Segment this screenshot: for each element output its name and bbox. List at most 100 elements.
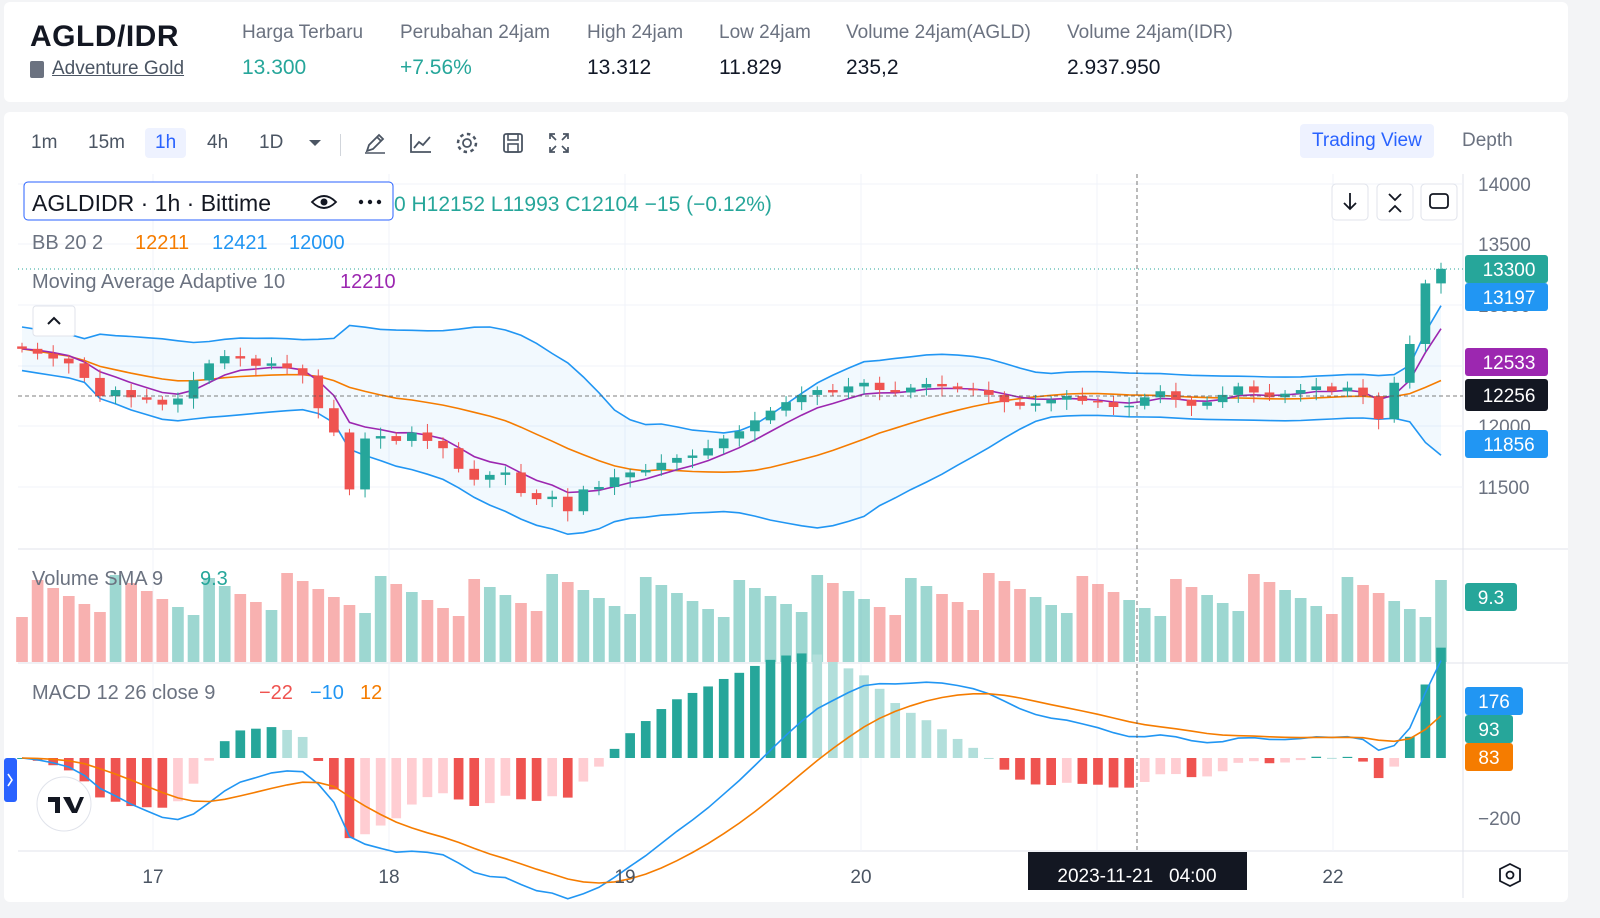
chevron-down-icon[interactable] xyxy=(300,128,330,158)
macd-histogram-bar xyxy=(438,758,448,794)
candle xyxy=(469,460,480,486)
volume-bar xyxy=(1154,616,1167,662)
macd-histogram-bar xyxy=(672,699,682,758)
candle xyxy=(609,468,620,495)
volume-bar xyxy=(109,575,122,662)
candle xyxy=(983,381,994,403)
more-icon[interactable] xyxy=(358,199,382,205)
candle xyxy=(750,411,760,442)
volume-bar xyxy=(1185,587,1198,662)
candle-body xyxy=(781,402,791,411)
candle-body xyxy=(1015,402,1025,406)
stat-value: 235,2 xyxy=(846,56,899,79)
price-badge-maa: 12533 xyxy=(1465,348,1548,376)
chart-settings-icon[interactable] xyxy=(1499,862,1521,888)
volume-bar xyxy=(749,588,761,662)
macd-histogram-bar xyxy=(859,675,869,758)
macd-histogram-bar xyxy=(983,757,994,759)
candle xyxy=(1436,262,1446,294)
volume-bar xyxy=(483,587,496,662)
macd-histogram-bar xyxy=(1404,736,1415,758)
macd-histogram-bar xyxy=(422,758,433,798)
price-chart[interactable]: AGLDIDR · 1h · Bittime 0 H12152 L11993 C… xyxy=(4,174,1568,902)
pencil-icon[interactable] xyxy=(360,128,390,158)
candle-body xyxy=(734,431,745,439)
coin-name-link[interactable]: Adventure Gold xyxy=(52,58,185,79)
collapse-legend-button[interactable] xyxy=(32,305,76,337)
volume-bar xyxy=(733,580,746,662)
timeframe-1m[interactable]: 1m xyxy=(31,132,58,153)
volume-bar xyxy=(951,602,964,662)
candle-body xyxy=(79,363,90,378)
stat-label: Volume 24jam(AGLD) xyxy=(846,22,1031,43)
macd-histogram-bar xyxy=(1061,758,1072,783)
macd-histogram-bar xyxy=(734,672,745,758)
candle xyxy=(235,347,246,367)
volume-bar xyxy=(639,577,652,662)
save-icon[interactable] xyxy=(498,128,528,158)
macd-histogram-bar xyxy=(1436,647,1446,758)
price-badge-bb-upper: 13197 xyxy=(1465,283,1548,311)
volume-bar xyxy=(125,583,137,662)
macd-histogram-bar xyxy=(594,758,604,767)
line-chart-icon[interactable] xyxy=(406,128,436,158)
macd-histogram-bar xyxy=(968,747,979,758)
candle-body xyxy=(1093,400,1103,403)
volume-bar xyxy=(16,617,28,662)
candle-body xyxy=(297,368,308,376)
chart-panel: 1m 15m 1h 4h 1D Trading View Depth xyxy=(4,112,1568,902)
candle xyxy=(1311,377,1322,401)
volume-bar xyxy=(655,585,668,662)
macd-histogram-bar xyxy=(360,758,370,835)
symbol-legend-box[interactable] xyxy=(23,181,394,221)
candle-body xyxy=(1264,392,1275,398)
candle-body xyxy=(1373,396,1384,420)
volume-bar xyxy=(1248,574,1260,662)
candle xyxy=(188,371,199,409)
drawing-toolbar-toggle[interactable] xyxy=(4,758,17,802)
candle-body xyxy=(313,375,324,409)
candle xyxy=(48,345,59,367)
macd-histogram-bar xyxy=(921,720,932,758)
volume-bar xyxy=(62,596,75,662)
fullscreen-icon[interactable] xyxy=(544,128,574,158)
collapse-pane-button[interactable] xyxy=(1376,183,1414,221)
candle-body xyxy=(1217,394,1228,403)
volume-bar xyxy=(328,597,340,662)
timeframe-1h[interactable]: 1h xyxy=(145,128,187,158)
candle-body xyxy=(282,363,292,369)
candle-body xyxy=(469,468,480,480)
macd-histogram-bar xyxy=(1093,758,1103,785)
volume-bar xyxy=(203,578,215,662)
macd-histogram-bar xyxy=(1280,758,1290,763)
trading-view-button[interactable]: Trading View xyxy=(1300,124,1434,158)
scroll-to-latest-button[interactable] xyxy=(1331,183,1369,221)
candle-body xyxy=(718,438,729,449)
coin-name[interactable]: Adventure Gold xyxy=(30,58,184,80)
price-badge-crosshair-label: 12256 xyxy=(1483,386,1536,407)
tradingview-logo[interactable] xyxy=(36,776,92,832)
macd-label: MACD 12 26 close 9 xyxy=(32,682,215,704)
volume-bar xyxy=(374,576,387,662)
maximize-pane-button[interactable] xyxy=(1420,183,1458,221)
bb-band-area xyxy=(22,305,1441,535)
candle-body xyxy=(594,487,604,490)
macd-tick: −200 xyxy=(1478,809,1521,830)
candle-body xyxy=(391,436,402,441)
macd-histogram-bar xyxy=(718,678,729,758)
candle-body xyxy=(609,477,620,487)
volume-bar xyxy=(1341,577,1354,662)
timeframe-4h[interactable]: 4h xyxy=(207,132,229,153)
gear-icon[interactable] xyxy=(452,128,482,158)
volume-bar xyxy=(312,589,325,662)
candle xyxy=(251,354,261,376)
eye-icon[interactable] xyxy=(310,195,338,209)
candle xyxy=(640,463,651,477)
timeframe-15m[interactable]: 15m xyxy=(88,132,125,153)
timeframe-1d[interactable]: 1D xyxy=(259,132,284,153)
candle xyxy=(703,439,713,460)
candle xyxy=(1030,394,1041,412)
candle-body xyxy=(578,489,589,512)
candle xyxy=(360,432,370,498)
depth-button[interactable]: Depth xyxy=(1462,130,1513,151)
